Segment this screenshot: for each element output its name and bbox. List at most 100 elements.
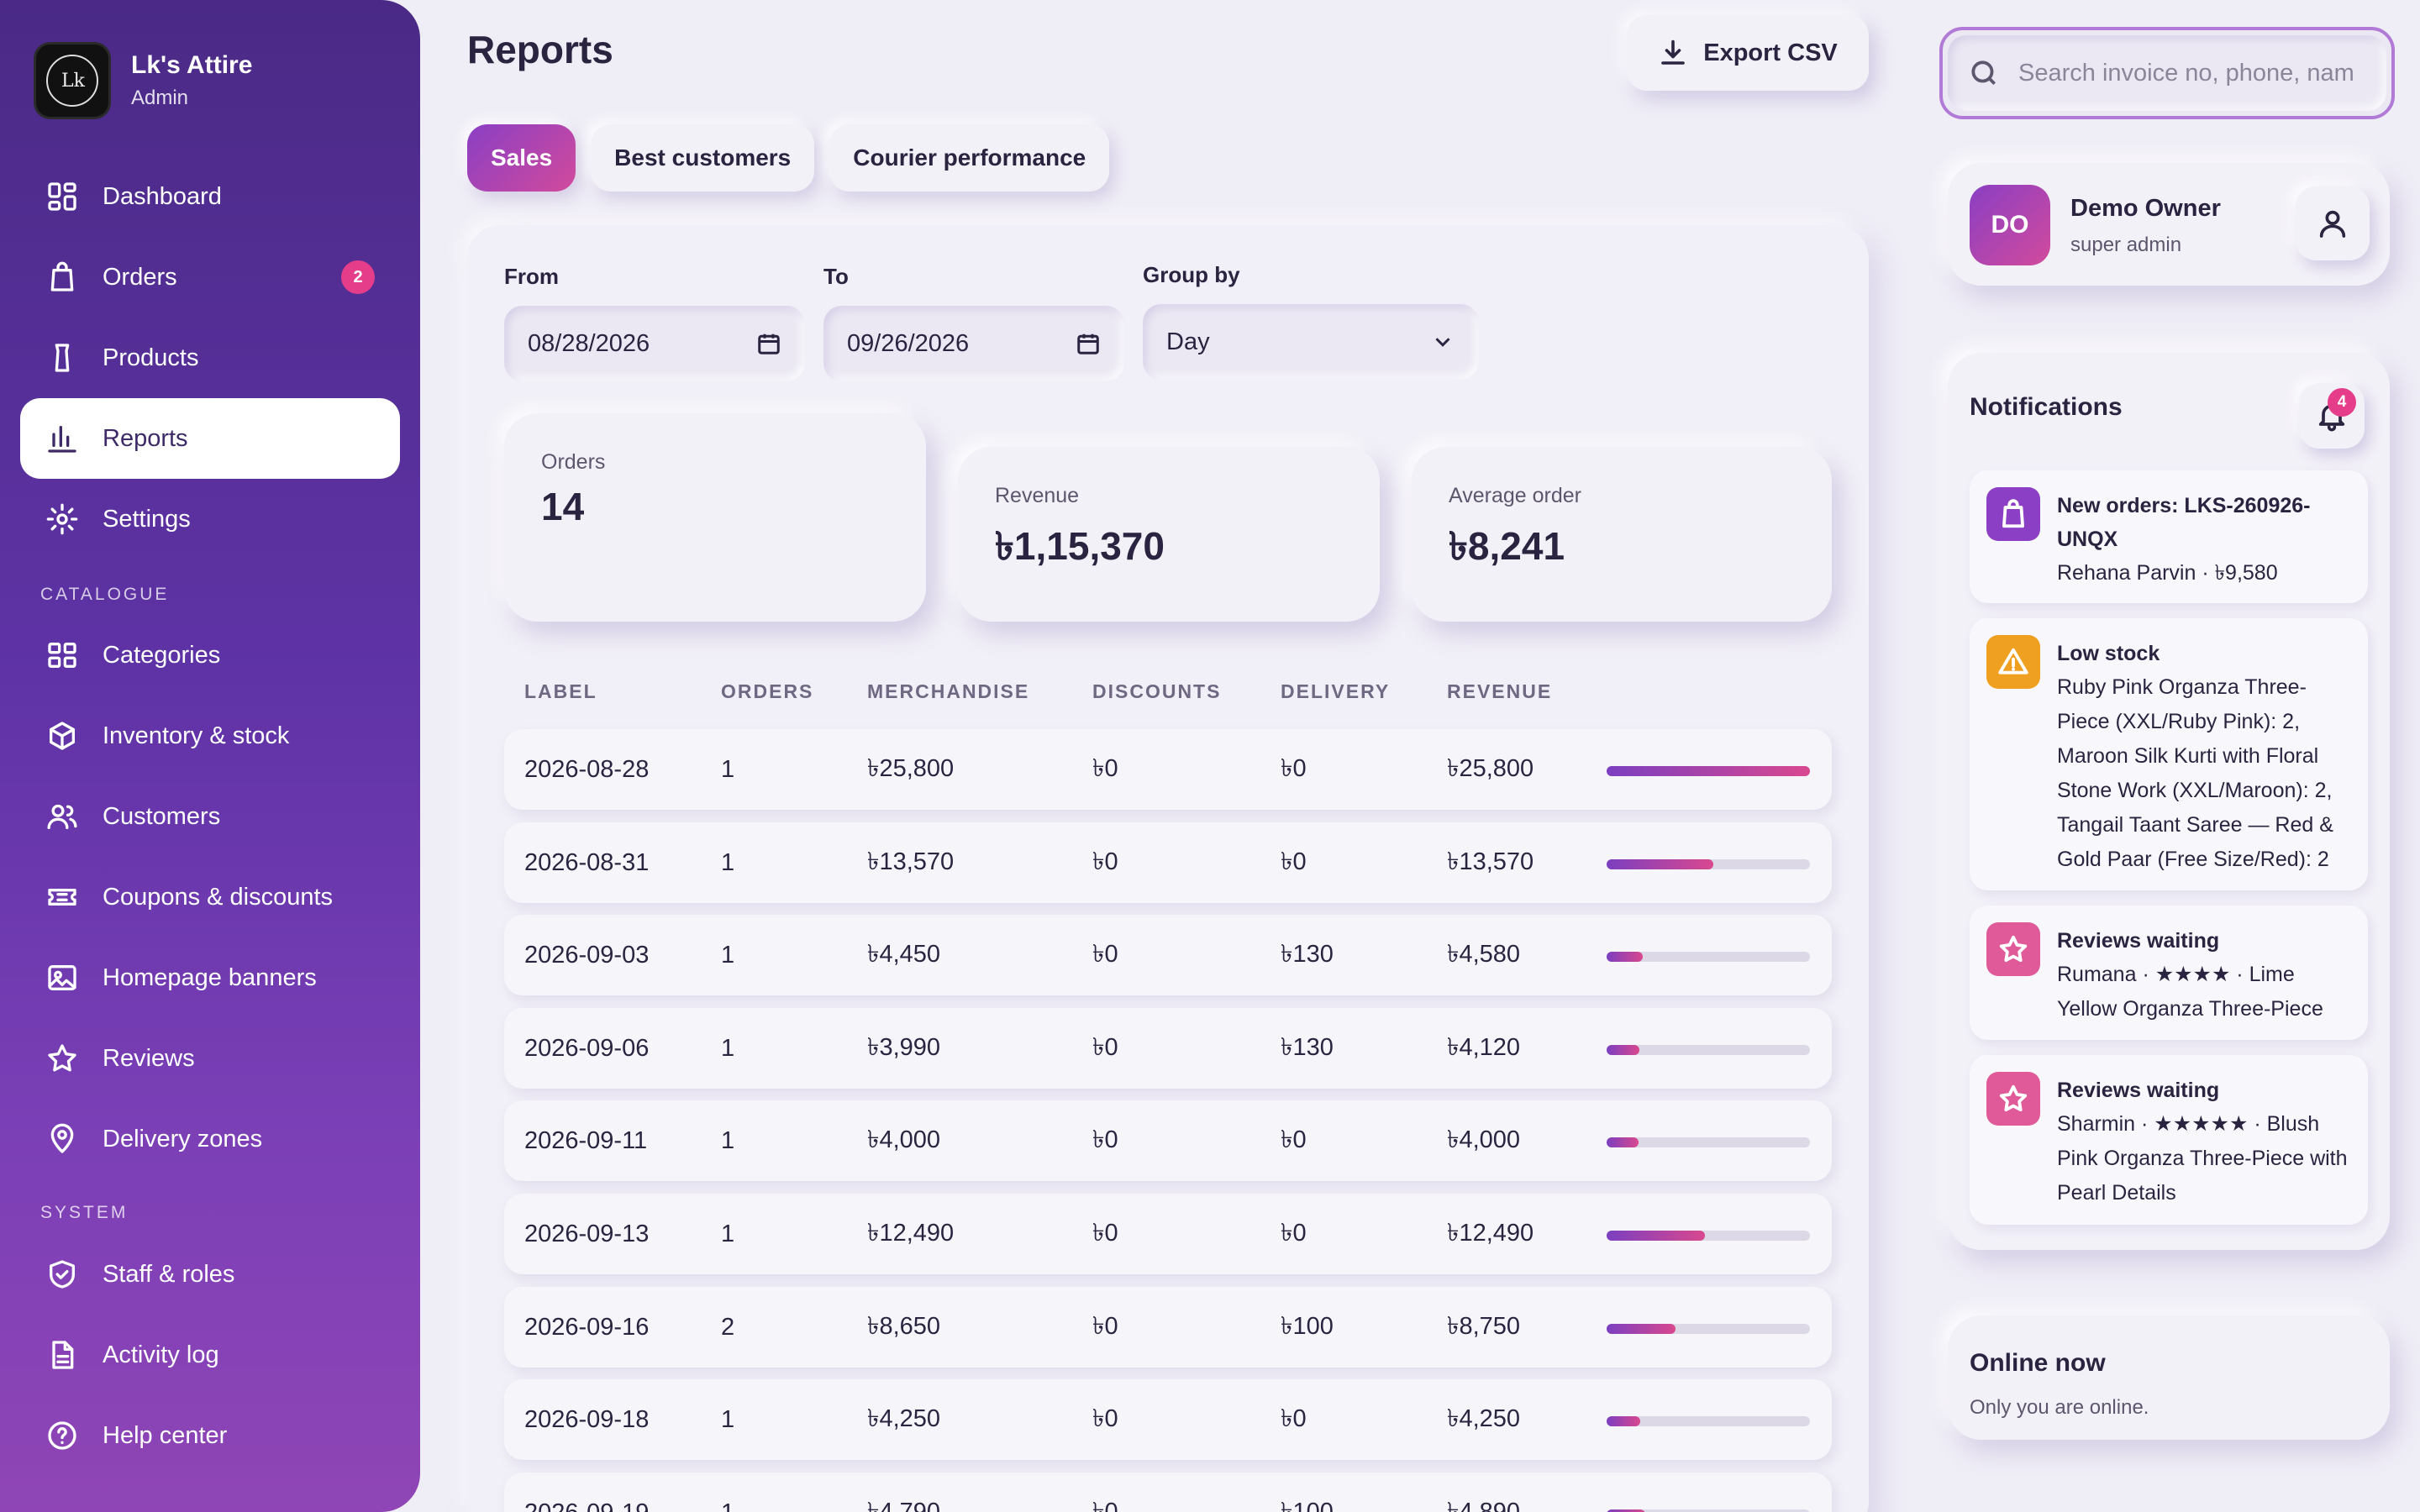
sidebar-item-label: Reports	[103, 424, 188, 452]
sidebar-item-delivery-zones[interactable]: Delivery zones	[20, 1099, 400, 1179]
notification-item[interactable]: Low stock Ruby Pink Organza Three-Piece …	[1970, 618, 2368, 890]
sidebar-item-label: Inventory & stock	[103, 722, 290, 749]
sidebar-item-help[interactable]: Help center	[20, 1395, 400, 1476]
sidebar-item-staff[interactable]: Staff & roles	[20, 1234, 400, 1315]
chevron-down-icon	[1435, 338, 1450, 347]
table-row[interactable]: 2026-09-19 1 ৳4,790 ৳0 ৳100 ৳4,890	[504, 1473, 1832, 1512]
table-row[interactable]: 2026-08-28 1 ৳25,800 ৳0 ৳0 ৳25,800	[504, 729, 1832, 810]
cell-delivery: ৳0	[1281, 1404, 1307, 1432]
notification-item[interactable]: Reviews waiting Sharmin · ★★★★★ · Blush …	[1970, 1055, 2368, 1225]
group-by-select[interactable]: Day	[1143, 304, 1479, 380]
cell-merchandise: ৳12,490	[867, 1219, 955, 1247]
col-header-merchandise[interactable]: MERCHANDISE	[867, 680, 1030, 702]
table-row[interactable]: 2026-08-31 1 ৳13,570 ৳0 ৳0 ৳13,570	[504, 822, 1832, 903]
brand[interactable]: Lk Lk's Attire Admin	[34, 42, 252, 119]
sidebar-item-reviews[interactable]: Reviews	[20, 1018, 400, 1099]
cell-revenue: ৳4,000	[1447, 1126, 1521, 1153]
sidebar-item-settings[interactable]: Settings	[20, 479, 400, 559]
revenue-share-fill	[1607, 1509, 1645, 1512]
cell-orders: 1	[721, 755, 735, 783]
table-row[interactable]: 2026-09-18 1 ৳4,250 ৳0 ৳0 ৳4,250	[504, 1379, 1832, 1460]
sidebar-item-activity-log[interactable]: Activity log	[20, 1315, 400, 1395]
calendar-icon[interactable]	[1076, 331, 1101, 356]
user-role: super admin	[2070, 234, 2182, 256]
from-date-input[interactable]: 08/28/2026	[504, 306, 805, 381]
tab-courier-performance[interactable]: Courier performance	[829, 124, 1110, 192]
cell-revenue: ৳4,250	[1447, 1404, 1521, 1432]
notification-title: Reviews waiting	[2057, 929, 2220, 953]
stat-label: Revenue	[995, 484, 1080, 507]
cell-delivery: ৳0	[1281, 1219, 1307, 1247]
col-header-delivery[interactable]: DELIVERY	[1281, 680, 1391, 702]
cell-merchandise: ৳4,450	[867, 940, 941, 968]
stat-label: Average order	[1449, 484, 1581, 507]
stat-value: 14	[541, 485, 585, 528]
col-header-revenue[interactable]: REVENUE	[1447, 680, 1553, 702]
notifications-title: Notifications	[1970, 393, 2123, 421]
sidebar-item-coupons[interactable]: Coupons & discounts	[20, 857, 400, 937]
cell-label: 2026-08-28	[524, 755, 650, 783]
search-input[interactable]: Search invoice no, phone, nam	[2018, 59, 2354, 87]
notification-body: Rumana · ★★★★ · Lime Yellow Organza Thre…	[2057, 963, 2323, 1021]
cell-delivery: ৳0	[1281, 754, 1307, 782]
cell-discounts: ৳0	[1092, 940, 1118, 968]
col-header-discounts[interactable]: DISCOUNTS	[1092, 680, 1222, 702]
group-by-value: Day	[1166, 328, 1210, 355]
to-date-input[interactable]: 09/26/2026	[823, 306, 1124, 381]
cell-revenue: ৳25,800	[1447, 754, 1534, 782]
sidebar-item-dashboard[interactable]: Dashboard	[20, 156, 400, 237]
notification-item[interactable]: Reviews waiting Rumana · ★★★★ · Lime Yel…	[1970, 906, 2368, 1040]
sidebar-item-customers[interactable]: Customers	[20, 776, 400, 857]
cell-label: 2026-09-03	[524, 941, 650, 969]
table-row[interactable]: 2026-09-11 1 ৳4,000 ৳0 ৳0 ৳4,000	[504, 1100, 1832, 1181]
cell-label: 2026-09-06	[524, 1034, 650, 1062]
table-row[interactable]: 2026-09-13 1 ৳12,490 ৳0 ৳0 ৳12,490	[504, 1194, 1832, 1274]
stat-value: ৳1,15,370	[995, 524, 1165, 568]
cell-revenue: ৳4,580	[1447, 940, 1521, 968]
cell-discounts: ৳0	[1092, 848, 1118, 875]
revenue-share-fill	[1607, 1231, 1706, 1241]
orders-badge: 2	[341, 260, 375, 294]
revenue-share-fill	[1607, 766, 1810, 776]
user-card: DO Demo Owner super admin	[1948, 163, 2390, 286]
cell-discounts: ৳0	[1092, 1219, 1118, 1247]
table-row[interactable]: 2026-09-16 2 ৳8,650 ৳0 ৳100 ৳8,750	[504, 1287, 1832, 1368]
cell-revenue: ৳4,120	[1447, 1033, 1521, 1061]
online-now-title: Online now	[1970, 1349, 2106, 1377]
sidebar-item-inventory[interactable]: Inventory & stock	[20, 696, 400, 776]
tab-sales[interactable]: Sales	[467, 124, 576, 192]
revenue-share-fill	[1607, 1324, 1676, 1334]
cell-discounts: ৳0	[1092, 754, 1118, 782]
map-pin-icon	[44, 1121, 81, 1158]
table-row[interactable]: 2026-09-03 1 ৳4,450 ৳0 ৳130 ৳4,580	[504, 915, 1832, 995]
ticket-icon	[44, 879, 81, 916]
download-icon	[1661, 39, 1686, 65]
export-csv-button[interactable]: Export CSV	[1627, 15, 1869, 91]
stat-label: Orders	[541, 450, 606, 474]
shopping-bag-icon	[44, 259, 81, 296]
calendar-icon[interactable]	[756, 331, 781, 356]
col-header-label[interactable]: LABEL	[524, 680, 597, 702]
col-header-orders[interactable]: ORDERS	[721, 680, 814, 702]
search-box[interactable]: Search invoice no, phone, nam	[1939, 27, 2395, 119]
sidebar-item-banners[interactable]: Homepage banners	[20, 937, 400, 1018]
tab-best-customers[interactable]: Best customers	[591, 124, 815, 192]
profile-button[interactable]	[2296, 186, 2370, 260]
sidebar-item-orders[interactable]: Orders 2	[20, 237, 400, 318]
sidebar-item-label: Settings	[103, 505, 191, 533]
sidebar-item-products[interactable]: Products	[20, 318, 400, 398]
search-icon	[1971, 60, 1996, 86]
notification-item[interactable]: New orders: LKS-260926-UNQX Rehana Parvi…	[1970, 470, 2368, 603]
cell-revenue: ৳13,570	[1447, 848, 1534, 875]
table-row[interactable]: 2026-09-06 1 ৳3,990 ৳0 ৳130 ৳4,120	[504, 1008, 1832, 1089]
notifications-button[interactable]: 4	[2299, 383, 2365, 449]
notification-title: Reviews waiting	[2057, 1079, 2220, 1102]
system-heading: SYSTEM	[40, 1203, 129, 1222]
sidebar-item-reports[interactable]: Reports	[20, 398, 400, 479]
export-csv-label: Export CSV	[1703, 39, 1838, 66]
revenue-share-bar	[1607, 1045, 1810, 1055]
sidebar-item-categories[interactable]: Categories	[20, 615, 400, 696]
cell-label: 2026-09-19	[524, 1473, 649, 1512]
shield-icon	[44, 1256, 81, 1293]
avatar[interactable]: DO	[1970, 185, 2050, 265]
